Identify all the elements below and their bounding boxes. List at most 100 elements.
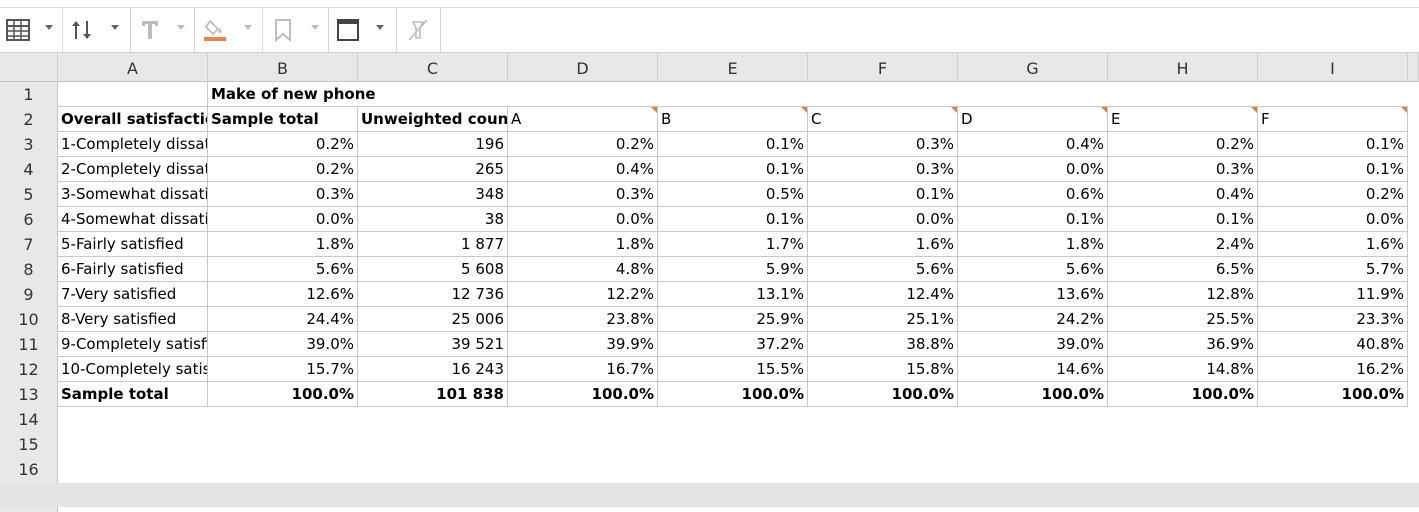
data-cell[interactable]: 11.9% bbox=[1258, 282, 1408, 307]
data-cell[interactable]: 0.3% bbox=[1108, 157, 1258, 182]
data-cell[interactable]: 348 bbox=[358, 182, 508, 207]
data-cell[interactable]: 0.1% bbox=[658, 132, 808, 157]
data-cell[interactable]: 0.2% bbox=[508, 132, 658, 157]
data-cell[interactable]: 1.6% bbox=[808, 232, 958, 257]
table-icon[interactable] bbox=[6, 18, 30, 42]
row-label-cell[interactable]: 10-Completely satis bbox=[58, 357, 208, 382]
sort-menu-caret[interactable] bbox=[111, 25, 119, 30]
data-cell[interactable]: 24.4% bbox=[208, 307, 358, 332]
data-cell[interactable]: 265 bbox=[358, 157, 508, 182]
header-cell-b[interactable]: Sample total bbox=[208, 107, 358, 132]
data-cell[interactable]: 38 bbox=[358, 207, 508, 232]
total-cell[interactable]: 100.0% bbox=[508, 382, 658, 407]
data-cell[interactable]: 37.2% bbox=[658, 332, 808, 357]
row-label-cell[interactable]: 4-Somewhat dissati bbox=[58, 207, 208, 232]
row-label-cell[interactable]: 6-Fairly satisfied bbox=[58, 257, 208, 282]
table-menu-caret[interactable] bbox=[45, 25, 53, 30]
column-header-c[interactable]: C bbox=[358, 53, 508, 82]
data-cell[interactable]: 0.2% bbox=[1258, 182, 1408, 207]
header-cell-g[interactable]: D bbox=[958, 107, 1108, 132]
cell-a1[interactable] bbox=[58, 82, 208, 107]
row-header-16[interactable]: 16 bbox=[0, 457, 58, 482]
data-cell[interactable]: 0.3% bbox=[508, 182, 658, 207]
row-header-12[interactable]: 12 bbox=[0, 357, 58, 382]
data-cell[interactable]: 4.8% bbox=[508, 257, 658, 282]
data-cell[interactable]: 0.0% bbox=[958, 157, 1108, 182]
data-cell[interactable]: 13.6% bbox=[958, 282, 1108, 307]
header-cell-c[interactable]: Unweighted count bbox=[358, 107, 508, 132]
data-cell[interactable]: 12.8% bbox=[1108, 282, 1258, 307]
row-header-6[interactable]: 6 bbox=[0, 207, 58, 232]
header-cell-f[interactable]: C bbox=[808, 107, 958, 132]
text-format-icon[interactable] bbox=[138, 18, 162, 42]
data-cell[interactable]: 39.0% bbox=[208, 332, 358, 357]
data-cell[interactable]: 0.1% bbox=[958, 207, 1108, 232]
row-header-15[interactable]: 15 bbox=[0, 432, 58, 457]
data-cell[interactable]: 5.7% bbox=[1258, 257, 1408, 282]
total-cell[interactable]: 100.0% bbox=[958, 382, 1108, 407]
total-label-cell[interactable]: Sample total bbox=[58, 382, 208, 407]
border-icon[interactable] bbox=[336, 18, 360, 42]
fill-color-menu-caret[interactable] bbox=[244, 25, 252, 30]
data-cell[interactable]: 0.1% bbox=[1258, 132, 1408, 157]
data-cell[interactable]: 2.4% bbox=[1108, 232, 1258, 257]
data-cell[interactable]: 12.4% bbox=[808, 282, 958, 307]
data-cell[interactable]: 0.2% bbox=[208, 157, 358, 182]
data-cell[interactable]: 24.2% bbox=[958, 307, 1108, 332]
row-label-cell[interactable]: 3-Somewhat dissati bbox=[58, 182, 208, 207]
data-cell[interactable]: 23.3% bbox=[1258, 307, 1408, 332]
data-cell[interactable]: 40.8% bbox=[1258, 332, 1408, 357]
data-cell[interactable]: 6.5% bbox=[1108, 257, 1258, 282]
column-header-g[interactable]: G bbox=[958, 53, 1108, 82]
data-cell[interactable]: 0.1% bbox=[658, 207, 808, 232]
bookmark-menu-caret[interactable] bbox=[311, 25, 319, 30]
data-cell[interactable]: 5.6% bbox=[208, 257, 358, 282]
data-cell[interactable]: 0.1% bbox=[658, 157, 808, 182]
fill-color-icon[interactable] bbox=[203, 18, 227, 42]
data-cell[interactable]: 38.8% bbox=[808, 332, 958, 357]
data-cell[interactable]: 1.8% bbox=[508, 232, 658, 257]
data-cell[interactable]: 16 243 bbox=[358, 357, 508, 382]
row-header-11[interactable]: 11 bbox=[0, 332, 58, 357]
row-header-10[interactable]: 10 bbox=[0, 307, 58, 332]
header-cell-h[interactable]: E bbox=[1108, 107, 1258, 132]
data-cell[interactable]: 0.3% bbox=[808, 132, 958, 157]
data-cell[interactable]: 39 521 bbox=[358, 332, 508, 357]
data-cell[interactable]: 14.6% bbox=[958, 357, 1108, 382]
cell-b1-title[interactable]: Make of new phone bbox=[211, 85, 376, 103]
data-cell[interactable]: 1.7% bbox=[658, 232, 808, 257]
total-cell[interactable]: 100.0% bbox=[808, 382, 958, 407]
data-cell[interactable]: 15.5% bbox=[658, 357, 808, 382]
data-cell[interactable]: 0.1% bbox=[808, 182, 958, 207]
data-cell[interactable]: 14.8% bbox=[1108, 357, 1258, 382]
column-header-h[interactable]: H bbox=[1108, 53, 1258, 82]
column-header-f[interactable]: F bbox=[808, 53, 958, 82]
select-all-corner[interactable] bbox=[0, 53, 58, 82]
data-cell[interactable]: 0.4% bbox=[958, 132, 1108, 157]
row-header-5[interactable]: 5 bbox=[0, 182, 58, 207]
data-cell[interactable]: 12.2% bbox=[508, 282, 658, 307]
data-cell[interactable]: 196 bbox=[358, 132, 508, 157]
data-cell[interactable]: 1.8% bbox=[958, 232, 1108, 257]
column-header-b[interactable]: B bbox=[208, 53, 358, 82]
data-cell[interactable]: 16.7% bbox=[508, 357, 658, 382]
column-header-d[interactable]: D bbox=[508, 53, 658, 82]
border-menu-caret[interactable] bbox=[376, 25, 384, 30]
column-header-a[interactable]: A bbox=[58, 53, 208, 82]
data-cell[interactable]: 0.6% bbox=[958, 182, 1108, 207]
data-cell[interactable]: 0.5% bbox=[658, 182, 808, 207]
row-label-cell[interactable]: 8-Very satisfied bbox=[58, 307, 208, 332]
data-cell[interactable]: 0.4% bbox=[1108, 182, 1258, 207]
data-cell[interactable]: 0.0% bbox=[208, 207, 358, 232]
row-header-13[interactable]: 13 bbox=[0, 382, 58, 407]
data-cell[interactable]: 25 006 bbox=[358, 307, 508, 332]
row-label-cell[interactable]: 2-Completely dissat bbox=[58, 157, 208, 182]
clear-format-icon[interactable] bbox=[406, 18, 430, 42]
data-cell[interactable]: 0.1% bbox=[1108, 207, 1258, 232]
row-label-cell[interactable]: 5-Fairly satisfied bbox=[58, 232, 208, 257]
row-label-cell[interactable]: 7-Very satisfied bbox=[58, 282, 208, 307]
total-cell[interactable]: 100.0% bbox=[1108, 382, 1258, 407]
data-cell[interactable]: 1.6% bbox=[1258, 232, 1408, 257]
row-label-cell[interactable]: 9-Completely satisfi bbox=[58, 332, 208, 357]
data-cell[interactable]: 25.9% bbox=[658, 307, 808, 332]
